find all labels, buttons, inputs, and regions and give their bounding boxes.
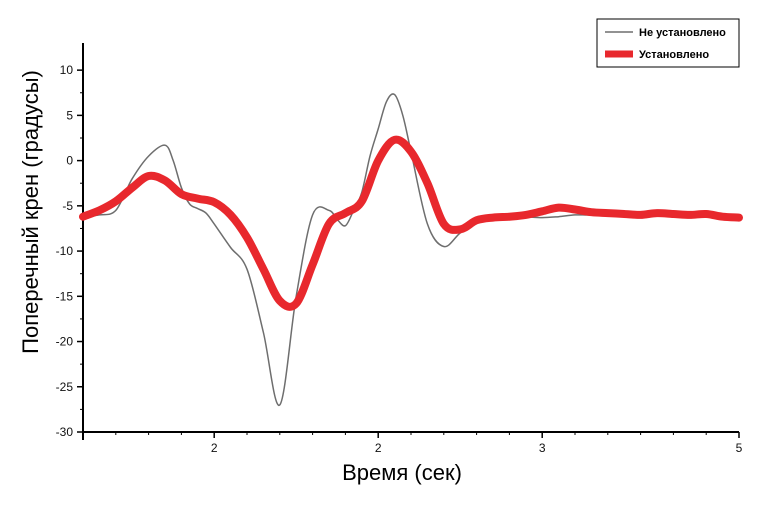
- legend-label-unset: Не установлено: [639, 27, 726, 39]
- series-layer: [79, 93, 743, 406]
- y-tick-label: 5: [66, 108, 73, 122]
- series-line-unset: [82, 93, 740, 406]
- legend-label-set: Установлено: [639, 49, 709, 61]
- x-tick-label: 3: [539, 441, 546, 455]
- y-tick-label: 0: [66, 154, 73, 168]
- y-axis-title: Поперечный крен (градусы): [18, 70, 43, 354]
- x-axis-title: Время (сек): [342, 460, 462, 485]
- x-axis: 2 2 3 5: [82, 431, 743, 455]
- legend-box: [596, 18, 740, 68]
- y-tick-label: -10: [56, 244, 74, 258]
- x-tick-label: 2: [211, 441, 218, 455]
- y-tick-label: -5: [62, 199, 73, 213]
- y-tick-label: -25: [56, 380, 74, 394]
- legend: Не установлено Установлено: [596, 18, 740, 68]
- y-tick-label: 10: [60, 63, 74, 77]
- y-tick-label: -15: [56, 289, 74, 303]
- x-tick-label: 2: [375, 441, 382, 455]
- y-tick-label: -20: [56, 335, 74, 349]
- y-tick-label: -30: [56, 425, 74, 439]
- series-line-set: [79, 135, 743, 311]
- y-axis: 10 5 0 -5 -10 -15 -20 -25 -30: [56, 43, 84, 439]
- x-tick-label: 5: [736, 441, 743, 455]
